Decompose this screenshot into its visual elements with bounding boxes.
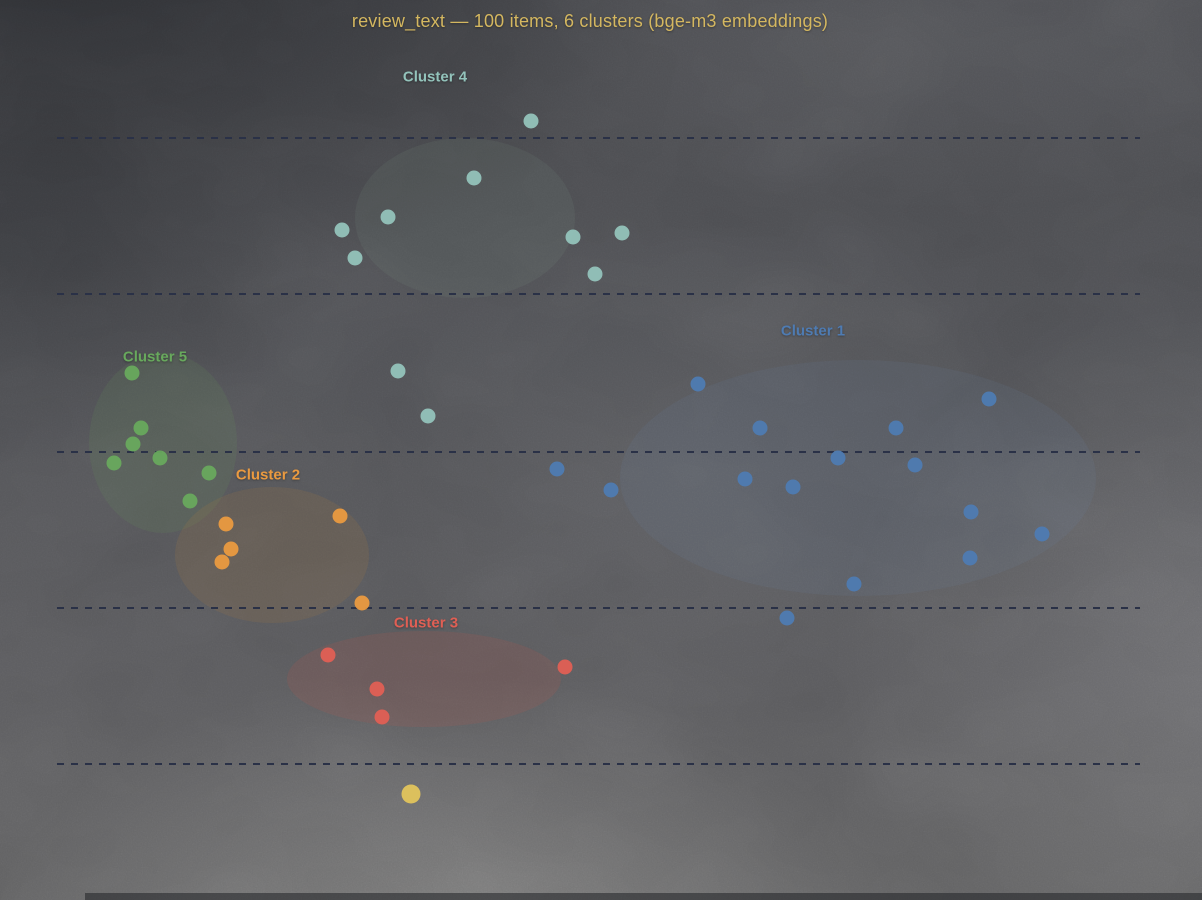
cluster-blob-3 [89,353,237,533]
data-point[interactable] [182,493,198,509]
data-point[interactable] [1034,526,1050,542]
plot-title: review_text — 100 items, 6 clusters (bge… [351,11,829,31]
cluster-blob-1 [355,138,575,298]
cluster-label-cluster-2: Cluster 2 [235,466,301,484]
data-point[interactable] [380,209,396,225]
data-point[interactable] [320,647,336,663]
data-point[interactable] [124,365,140,381]
cluster-blob-2 [620,360,1096,596]
data-point[interactable] [223,541,239,557]
data-point[interactable] [390,363,406,379]
data-point[interactable] [614,225,630,241]
cluster-label-cluster-5: Cluster 5 [122,348,188,366]
data-point[interactable] [737,471,753,487]
data-point[interactable] [549,461,565,477]
data-point[interactable] [557,659,573,675]
data-point[interactable] [981,391,997,407]
data-point[interactable] [374,709,390,725]
data-point[interactable] [907,457,923,473]
data-point[interactable] [201,465,217,481]
data-point[interactable] [420,408,436,424]
background-dark-strip [85,893,1202,900]
data-point[interactable] [133,420,149,436]
cluster-blob-4 [175,487,369,623]
data-point[interactable] [347,250,363,266]
data-point[interactable] [963,504,979,520]
data-point[interactable] [603,482,619,498]
data-point[interactable] [846,576,862,592]
data-point[interactable] [785,479,801,495]
cluster-label-cluster-4: Cluster 4 [402,68,468,86]
data-point[interactable] [690,376,706,392]
data-point[interactable] [830,450,846,466]
data-point[interactable] [125,436,141,452]
data-point[interactable] [332,508,348,524]
data-point[interactable] [354,595,370,611]
data-point[interactable] [218,516,234,532]
data-point[interactable] [962,550,978,566]
data-point[interactable] [214,554,230,570]
data-point[interactable] [779,610,795,626]
data-point[interactable] [334,222,350,238]
data-point[interactable] [466,170,482,186]
data-point[interactable] [752,420,768,436]
data-point[interactable] [888,420,904,436]
data-point[interactable] [152,450,168,466]
data-point[interactable] [369,681,385,697]
data-point[interactable] [523,113,539,129]
cluster-label-cluster-3: Cluster 3 [393,614,459,632]
cluster-label-cluster-1: Cluster 1 [780,322,846,340]
data-point[interactable] [565,229,581,245]
cluster-blob-5 [287,631,561,727]
data-point[interactable] [106,455,122,471]
data-point[interactable] [401,784,421,804]
data-point[interactable] [587,266,603,282]
